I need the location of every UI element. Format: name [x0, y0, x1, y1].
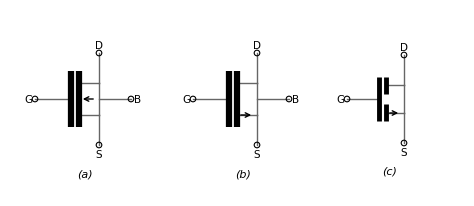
Text: G: G	[182, 95, 190, 104]
Text: G: G	[336, 95, 344, 104]
Text: S: S	[96, 149, 102, 159]
Text: (a): (a)	[77, 169, 93, 179]
Text: S: S	[401, 147, 407, 157]
Text: B: B	[292, 95, 300, 104]
Text: D: D	[253, 41, 261, 51]
Text: (c): (c)	[383, 166, 397, 176]
Text: D: D	[400, 43, 408, 53]
Text: B: B	[135, 95, 142, 104]
Text: D: D	[95, 41, 103, 51]
Text: S: S	[254, 149, 260, 159]
Text: G: G	[24, 95, 32, 104]
Text: (b): (b)	[235, 169, 251, 179]
